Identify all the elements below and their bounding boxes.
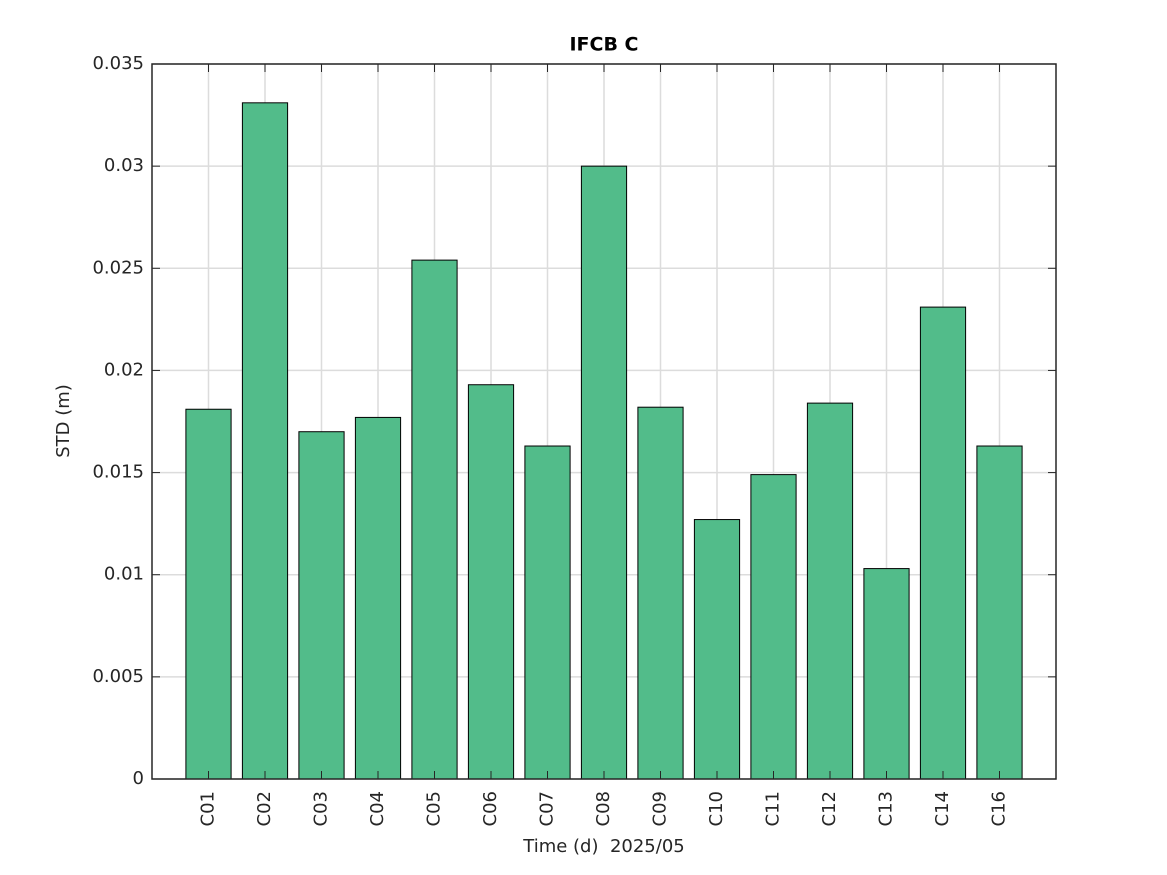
- y-tick-label: 0.03: [104, 155, 144, 176]
- bar: [298, 431, 345, 780]
- axes-box: [151, 63, 1057, 780]
- bar: [580, 165, 628, 780]
- x-tick-label: C02: [254, 791, 275, 826]
- y-tick-label: 0: [133, 768, 144, 789]
- x-tick-label: C08: [593, 791, 614, 826]
- bar: [693, 519, 741, 780]
- x-tick-label: C10: [706, 791, 727, 826]
- x-tick-label: C05: [424, 791, 445, 826]
- y-axis-label: STD (m): [53, 384, 74, 458]
- chart-title: IFCB C: [569, 34, 638, 56]
- x-tick-label: C13: [876, 791, 897, 826]
- x-tick-label: C03: [311, 791, 332, 826]
- bar: [863, 568, 910, 780]
- bar: [976, 445, 1023, 780]
- bar: [354, 416, 402, 780]
- bar: [185, 408, 232, 780]
- x-tick-label: C07: [537, 791, 558, 826]
- x-tick-label: C14: [932, 791, 953, 826]
- bar: [411, 259, 458, 780]
- x-tick-label: C01: [198, 791, 219, 826]
- x-tick-label: C11: [763, 791, 784, 826]
- x-tick-label: C12: [819, 791, 840, 826]
- x-tick-label: C06: [480, 791, 501, 826]
- y-tick-label: 0.015: [92, 462, 144, 483]
- bar: [467, 384, 515, 780]
- bar: [750, 474, 797, 780]
- bar: [806, 402, 854, 780]
- bar: [241, 102, 289, 780]
- x-axis-label: Time (d) 2025/05: [522, 836, 684, 857]
- y-tick-label: 0.02: [104, 359, 144, 380]
- bar: [919, 306, 967, 780]
- y-tick-label: 0.005: [92, 666, 144, 687]
- y-tick-label: 0.01: [104, 564, 144, 585]
- y-tick-label: 0.025: [92, 257, 144, 278]
- x-tick-label: C04: [367, 791, 388, 826]
- y-tick-label: 0.035: [92, 53, 144, 74]
- bar: [524, 445, 571, 780]
- bar: [637, 406, 684, 780]
- x-tick-label: C09: [650, 791, 671, 826]
- x-tick-label: C16: [989, 791, 1010, 826]
